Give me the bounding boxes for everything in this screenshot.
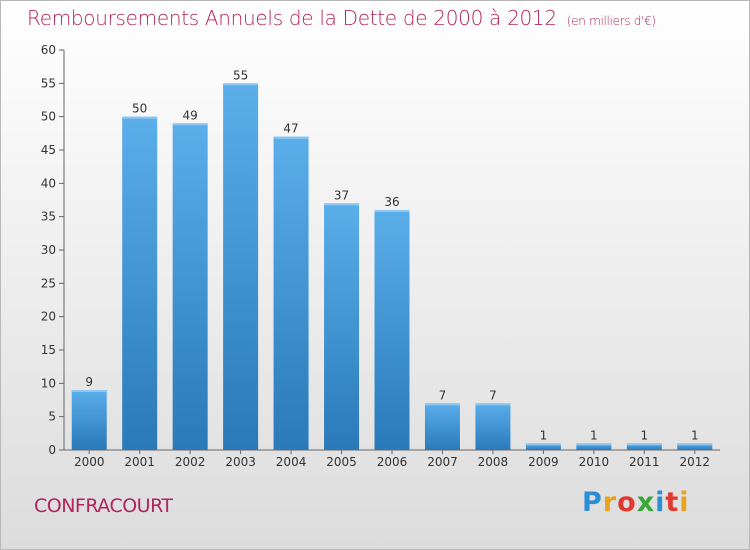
bar-2012 [677,443,713,450]
logo-letter: i [679,487,690,518]
bar-2001 [122,116,158,451]
chart-bars: 9 50 49 55 47 37 36 7 7 1 1 1 1 [71,68,713,451]
data-label-2003: 55 [233,68,248,82]
bar-2010 [576,443,612,450]
bar-highlight [223,83,259,86]
data-label-2008: 7 [489,388,497,402]
logo-letter: r [602,487,618,518]
y-tick-label: 30 [41,243,56,257]
bar-2009 [525,443,561,450]
chart-title: Remboursements Annuels de la Dette de 20… [27,6,656,30]
bar-2007 [424,403,460,450]
bar-highlight [71,390,107,392]
x-tick-label-2012: 2012 [679,455,710,469]
data-label-2007: 7 [439,388,447,402]
bar-highlight [424,403,460,406]
logo-letter: t [665,487,680,518]
data-label-2011: 1 [640,428,648,442]
bar-2011 [626,443,662,450]
data-label-2009: 1 [540,428,548,442]
data-label-2005: 37 [334,188,349,202]
x-tick-label-2004: 2004 [276,455,307,469]
x-tick-label-2009: 2009 [528,455,559,469]
x-tick-label-2010: 2010 [579,455,610,469]
bar-2003 [223,83,259,450]
bar-highlight [273,136,309,139]
chart-unit: (en milliers d'€) [566,14,656,28]
x-tick-label-2008: 2008 [478,455,509,469]
x-tick-label-2001: 2001 [124,455,155,469]
bar-highlight [525,443,561,446]
y-tick-label: 15 [41,343,56,357]
x-tick-label-2000: 2000 [74,455,105,469]
bar-highlight [172,123,208,126]
x-tick-label-2002: 2002 [175,455,206,469]
bar-highlight [324,203,360,206]
logo-letter: P [582,487,603,518]
y-tick-label: 0 [48,443,56,457]
bar-2006 [374,210,410,450]
bar-2008 [475,403,511,450]
data-label-2001: 50 [132,102,147,116]
bar-2000 [71,390,107,450]
y-tick-label: 5 [48,410,56,424]
bar-highlight [576,443,612,446]
y-tick-label: 25 [41,276,56,290]
bar-highlight [677,443,713,446]
logo-letter: i [655,487,666,518]
y-tick-label: 60 [41,43,56,57]
bar-highlight [122,116,158,119]
data-label-2002: 49 [183,108,198,122]
bar-2004 [273,136,309,450]
x-tick-label-2003: 2003 [225,455,256,469]
y-tick-label: 50 [41,110,56,124]
proxiti-logo[interactable]: Proxiti [582,487,690,518]
y-tick-label: 45 [41,143,56,157]
y-tick-label: 20 [41,310,56,324]
bar-highlight [626,443,662,446]
logo-letter: o [617,487,637,518]
y-tick-label: 40 [41,176,56,190]
bar-2002 [172,123,208,450]
commune-name: CONFRACOURT [34,495,173,517]
data-label-2004: 47 [283,122,298,136]
chart-title-text: Remboursements Annuels de la Dette de 20… [27,6,557,30]
data-label-2012: 1 [691,428,699,442]
logo-letter: x [636,487,656,518]
x-tick-label-2011: 2011 [629,455,660,469]
bar-highlight [475,403,511,406]
x-tick-label-2005: 2005 [326,455,357,469]
x-tick-label-2007: 2007 [427,455,458,469]
y-tick-label: 55 [41,76,56,90]
y-tick-label: 35 [41,210,56,224]
bar-highlight [374,210,410,212]
data-label-2006: 36 [384,195,399,209]
data-label-2010: 1 [590,428,598,442]
y-tick-label: 10 [41,376,56,390]
data-label-2000: 9 [85,375,93,389]
x-tick-label-2006: 2006 [377,455,408,469]
bar-2005 [324,203,360,450]
